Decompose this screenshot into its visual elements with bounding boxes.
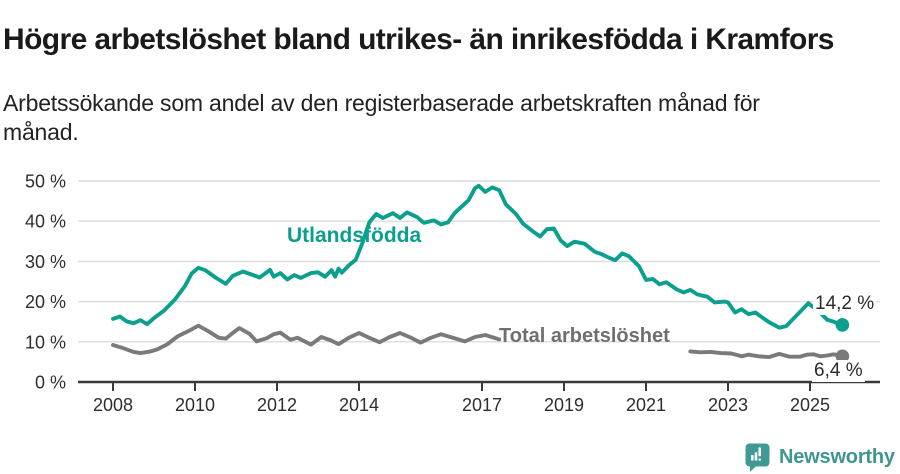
end-value-label-utlandsfodda: 14,2 % (813, 293, 877, 315)
series-label-utlandsfodda: Utlandsfödda (287, 224, 422, 247)
series-end-dot (835, 318, 850, 332)
newsworthy-bar-chart-bubble-icon (744, 442, 772, 472)
series-label-total-arbetsloshet: Total arbetslöshet (499, 325, 670, 347)
unemployment-line-chart: 0 % 10 % 20 % 30 % 40 % 50 % 2008 2010 2012 2014 2… (25, 172, 880, 415)
x-axis-tick-label: 2008 (93, 395, 133, 415)
x-axis-tick-label: 2021 (626, 395, 666, 415)
y-axis-tick-label: 40 % (25, 212, 66, 232)
y-axis-tick-label: 20 % (25, 292, 66, 312)
newsworthy-wordmark: Newsworthy (779, 445, 895, 468)
series-end-dot (835, 349, 850, 364)
y-axis-tick-label: 50 % (25, 172, 66, 192)
x-axis-tick-label: 2010 (175, 395, 215, 415)
line-series-utlandsf-dda (111, 183, 845, 330)
line-series-total-arbetsl-shet (111, 323, 502, 356)
chart-subtitle: Arbetssökande som andel av den registerb… (3, 90, 760, 145)
y-axis-tick-label: 30 % (25, 252, 66, 272)
y-axis-tick-label: 0 % (35, 373, 66, 393)
newsworthy-logo: Newsworthy (744, 442, 895, 472)
end-value-label-total: 6,4 % (812, 360, 865, 382)
chart-title: Högre arbetslöshet bland utrikes- än inr… (3, 23, 834, 57)
x-axis-tick-label: 2025 (790, 395, 830, 415)
line-series-total-arbetsl-shet (688, 349, 845, 360)
y-axis-tick-label: 10 % (25, 332, 66, 352)
x-axis-tick-label: 2019 (544, 395, 584, 415)
x-axis-tick-label: 2014 (339, 395, 379, 415)
x-axis-tick-label: 2012 (257, 395, 297, 415)
x-axis-tick-label: 2023 (708, 395, 748, 415)
x-axis-tick-label: 2017 (462, 395, 502, 415)
